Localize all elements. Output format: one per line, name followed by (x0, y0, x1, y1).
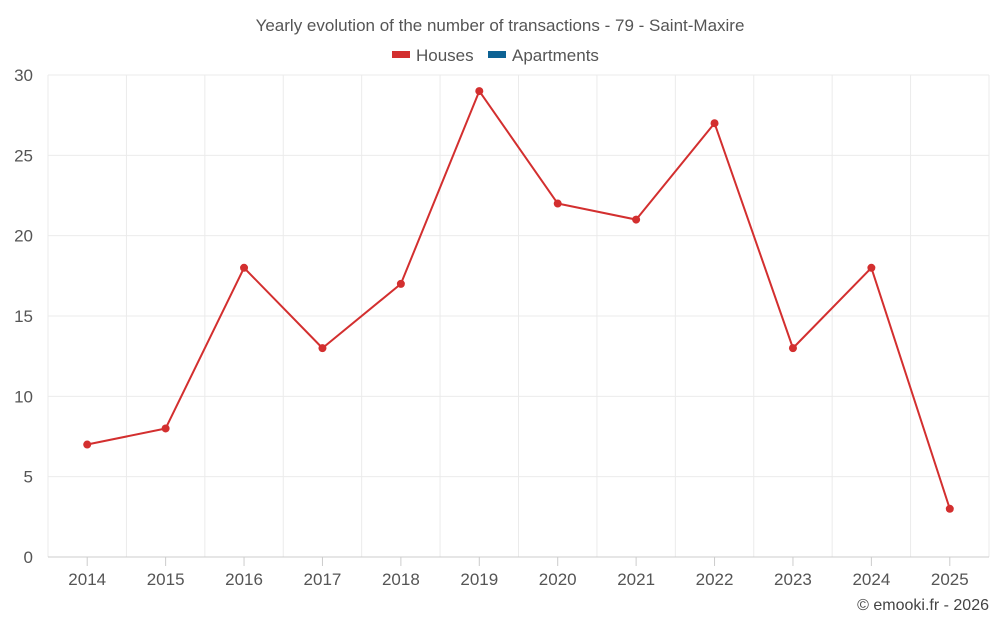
x-tick-label: 2016 (225, 570, 263, 589)
data-point[interactable] (945, 504, 954, 513)
x-tick-label: 2021 (617, 570, 655, 589)
x-tick-label: 2014 (68, 570, 106, 589)
chart-title: Yearly evolution of the number of transa… (256, 16, 745, 35)
x-tick-label: 2023 (774, 570, 812, 589)
y-tick-label: 10 (14, 387, 33, 406)
x-axis: 2014 2015 2016 2017 2018 2019 2020 2021 2022 2023… (48, 556, 989, 589)
legend-swatch-houses (392, 51, 410, 58)
y-axis: 0 5 10 15 20 25 30 (14, 66, 33, 567)
credit-text: © emooki.fr - 2026 (857, 597, 989, 614)
legend-item-houses[interactable]: Houses (392, 46, 474, 65)
y-tick-label: 0 (24, 548, 33, 567)
data-point[interactable] (553, 199, 562, 208)
x-tick-label: 2022 (696, 570, 734, 589)
x-tick-label: 2020 (539, 570, 577, 589)
data-point[interactable] (240, 263, 249, 272)
data-point[interactable] (161, 424, 170, 433)
data-point[interactable] (475, 87, 484, 96)
data-point[interactable] (867, 263, 876, 272)
data-point[interactable] (710, 119, 719, 128)
series-houses (83, 87, 954, 513)
x-tick-label: 2025 (931, 570, 969, 589)
y-tick-label: 15 (14, 307, 33, 326)
x-tick-label: 2019 (460, 570, 498, 589)
legend-label-houses: Houses (416, 46, 474, 65)
data-point[interactable] (788, 344, 797, 353)
x-tick-label: 2024 (852, 570, 890, 589)
data-point[interactable] (396, 279, 405, 288)
x-tick-label: 2018 (382, 570, 420, 589)
legend[interactable]: Houses Apartments (392, 46, 599, 65)
data-point[interactable] (632, 215, 641, 224)
y-tick-label: 30 (14, 66, 33, 85)
y-tick-label: 20 (14, 227, 33, 246)
x-tick-label: 2017 (304, 570, 342, 589)
data-point[interactable] (318, 344, 327, 353)
gridlines (47, 74, 990, 557)
data-point[interactable] (83, 440, 92, 449)
series-line (87, 90, 951, 510)
legend-swatch-apartments (488, 51, 506, 58)
x-tick-label: 2015 (147, 570, 185, 589)
y-tick-label: 5 (24, 468, 33, 487)
y-tick-label: 25 (14, 146, 33, 165)
legend-item-apartments[interactable]: Apartments (488, 46, 599, 65)
legend-label-apartments: Apartments (512, 46, 599, 65)
